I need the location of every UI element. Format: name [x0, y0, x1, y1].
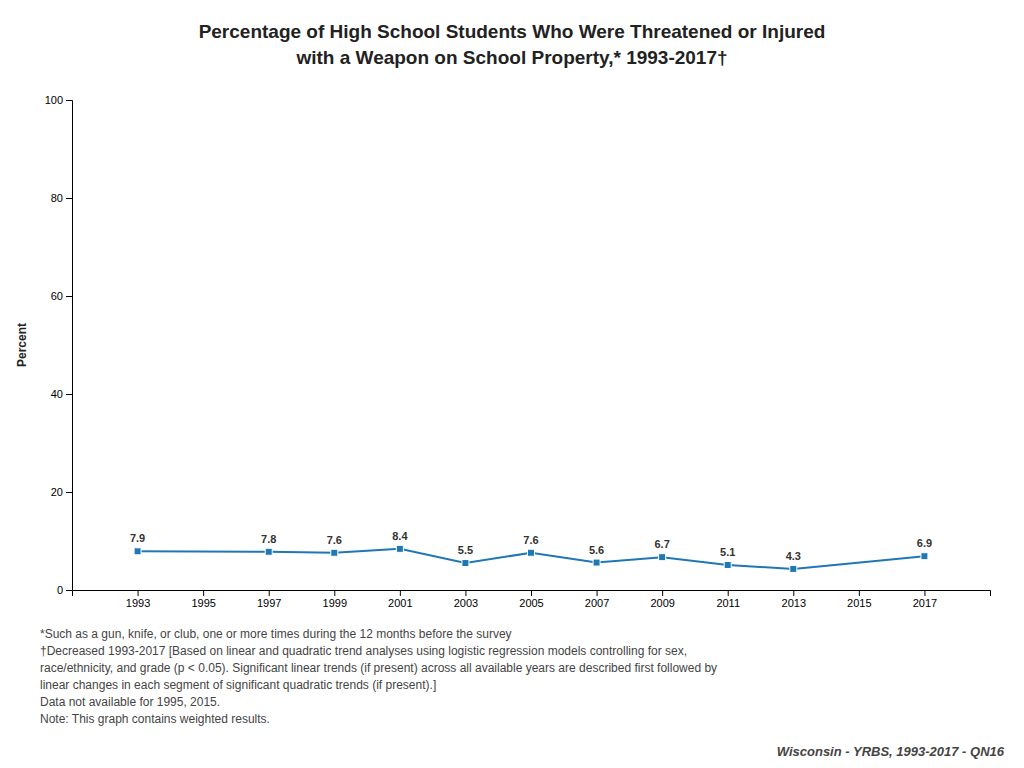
y-tick-label: 80	[51, 192, 63, 204]
x-tick-label: 2015	[847, 597, 871, 609]
y-tick: 0	[57, 584, 72, 596]
x-tick: 1993	[126, 590, 150, 609]
x-axis-line	[73, 591, 991, 597]
y-tick-mark	[66, 492, 72, 493]
data-label: 7.9	[130, 532, 145, 544]
y-tick: 40	[51, 388, 72, 400]
data-point	[331, 549, 338, 556]
data-point	[528, 549, 535, 556]
x-tick-mark	[465, 590, 466, 596]
x-tick-label: 2017	[913, 597, 937, 609]
plot-area: 1993 1995 1997 1999 2001 2003 2005 2007 2009 2011…	[15, 94, 991, 609]
data-label: 5.6	[589, 544, 604, 556]
data-label: 7.8	[261, 533, 276, 545]
data-point	[396, 545, 403, 552]
x-tick-label: 2009	[650, 597, 674, 609]
y-tick-mark	[66, 394, 72, 395]
y-tick-label: 40	[51, 388, 63, 400]
x-tick-mark	[531, 590, 532, 596]
x-tick-label: 1999	[323, 597, 347, 609]
data-labels: 7.9 7.8 7.6 8.4 5.5 7.6 5.6 6.7 5.1 4.3 6.9	[130, 530, 932, 562]
data-point	[724, 562, 731, 569]
data-point	[659, 554, 666, 561]
x-tick-label: 1993	[126, 597, 150, 609]
chart-title: Percentage of High School Students Who W…	[199, 21, 826, 42]
x-tick-mark	[203, 590, 204, 596]
x-tick: 2003	[454, 590, 478, 609]
y-axis-label: Percent	[15, 323, 29, 367]
footnote: race/ethnicity, and grade (p < 0.05). Si…	[40, 661, 717, 675]
y-tick: 100	[45, 94, 72, 106]
footnote: Data not available for 1995, 2015.	[40, 695, 220, 709]
x-tick-label: 2001	[388, 597, 412, 609]
x-tick: 1995	[191, 590, 215, 609]
y-axis: 0 20 40 60 80 100	[45, 94, 73, 596]
x-tick: 2015	[847, 590, 871, 609]
data-label: 6.7	[654, 538, 669, 550]
x-tick-label: 1997	[257, 597, 281, 609]
x-tick-mark	[793, 590, 794, 596]
y-tick: 20	[51, 486, 72, 498]
x-tick-label: 1995	[191, 597, 215, 609]
data-label: 8.4	[392, 530, 408, 542]
x-tick-label: 2013	[782, 597, 806, 609]
x-tick-mark	[138, 590, 139, 596]
footnote: Note: This graph contains weighted resul…	[40, 712, 270, 726]
x-tick-mark	[334, 590, 335, 596]
y-tick: 80	[51, 192, 72, 204]
x-tick-mark	[400, 590, 401, 596]
y-tick-label: 60	[51, 290, 63, 302]
x-tick: 2005	[519, 590, 543, 609]
x-tick: 2017	[913, 590, 937, 609]
data-point	[593, 559, 600, 566]
y-tick-mark	[66, 296, 72, 297]
y-axis-line	[66, 101, 73, 591]
y-tick-label: 0	[57, 584, 63, 596]
footnote: †Decreased 1993-2017 [Based on linear an…	[40, 644, 687, 658]
chart-subtitle: with a Weapon on School Property,* 1993-…	[295, 47, 727, 68]
source: Wisconsin - YRBS, 1993-2017 - QN16	[777, 744, 1005, 759]
data-label: 5.1	[720, 546, 735, 558]
data-label: 7.6	[327, 534, 342, 546]
y-tick-label: 100	[45, 94, 63, 106]
x-tick-mark	[597, 590, 598, 596]
x-tick-mark	[728, 590, 729, 596]
x-tick-label: 2005	[519, 597, 543, 609]
footnotes: *Such as a gun, knife, or club, one or m…	[40, 627, 717, 726]
x-tick-mark	[269, 590, 270, 596]
data-label: 6.9	[917, 537, 932, 549]
x-tick: 2011	[716, 590, 740, 609]
chart-root: Percentage of High School Students Who W…	[0, 0, 1024, 768]
x-tick-label: 2003	[454, 597, 478, 609]
y-tick-mark	[66, 590, 72, 591]
data-point	[921, 553, 928, 560]
footnote: *Such as a gun, knife, or club, one or m…	[40, 627, 512, 641]
y-tick-mark	[66, 100, 72, 101]
data-label: 5.5	[458, 544, 473, 556]
y-tick-mark	[66, 198, 72, 199]
data-point	[134, 548, 141, 555]
data-marks	[134, 545, 928, 572]
x-tick: 1997	[257, 590, 281, 609]
x-tick: 2013	[782, 590, 806, 609]
y-tick-label: 20	[51, 486, 63, 498]
x-tick: 2001	[388, 590, 412, 609]
data-point	[790, 565, 797, 572]
x-tick: 2007	[585, 590, 609, 609]
data-point	[462, 560, 469, 567]
x-tick: 2009	[650, 590, 674, 609]
x-axis: 1993 1995 1997 1999 2001 2003 2005 2007 2009 2011…	[73, 590, 991, 609]
data-point	[265, 548, 272, 555]
x-tick-mark	[859, 590, 860, 596]
x-tick-label: 2011	[716, 597, 740, 609]
x-tick-mark	[924, 590, 925, 596]
x-tick-mark	[662, 590, 663, 596]
x-tick: 1999	[323, 590, 347, 609]
data-line	[138, 549, 925, 569]
data-label: 7.6	[523, 534, 538, 546]
data-label: 4.3	[786, 550, 801, 562]
y-tick: 60	[51, 290, 72, 302]
footnote: linear changes in each segment of signif…	[40, 678, 436, 692]
x-tick-label: 2007	[585, 597, 609, 609]
